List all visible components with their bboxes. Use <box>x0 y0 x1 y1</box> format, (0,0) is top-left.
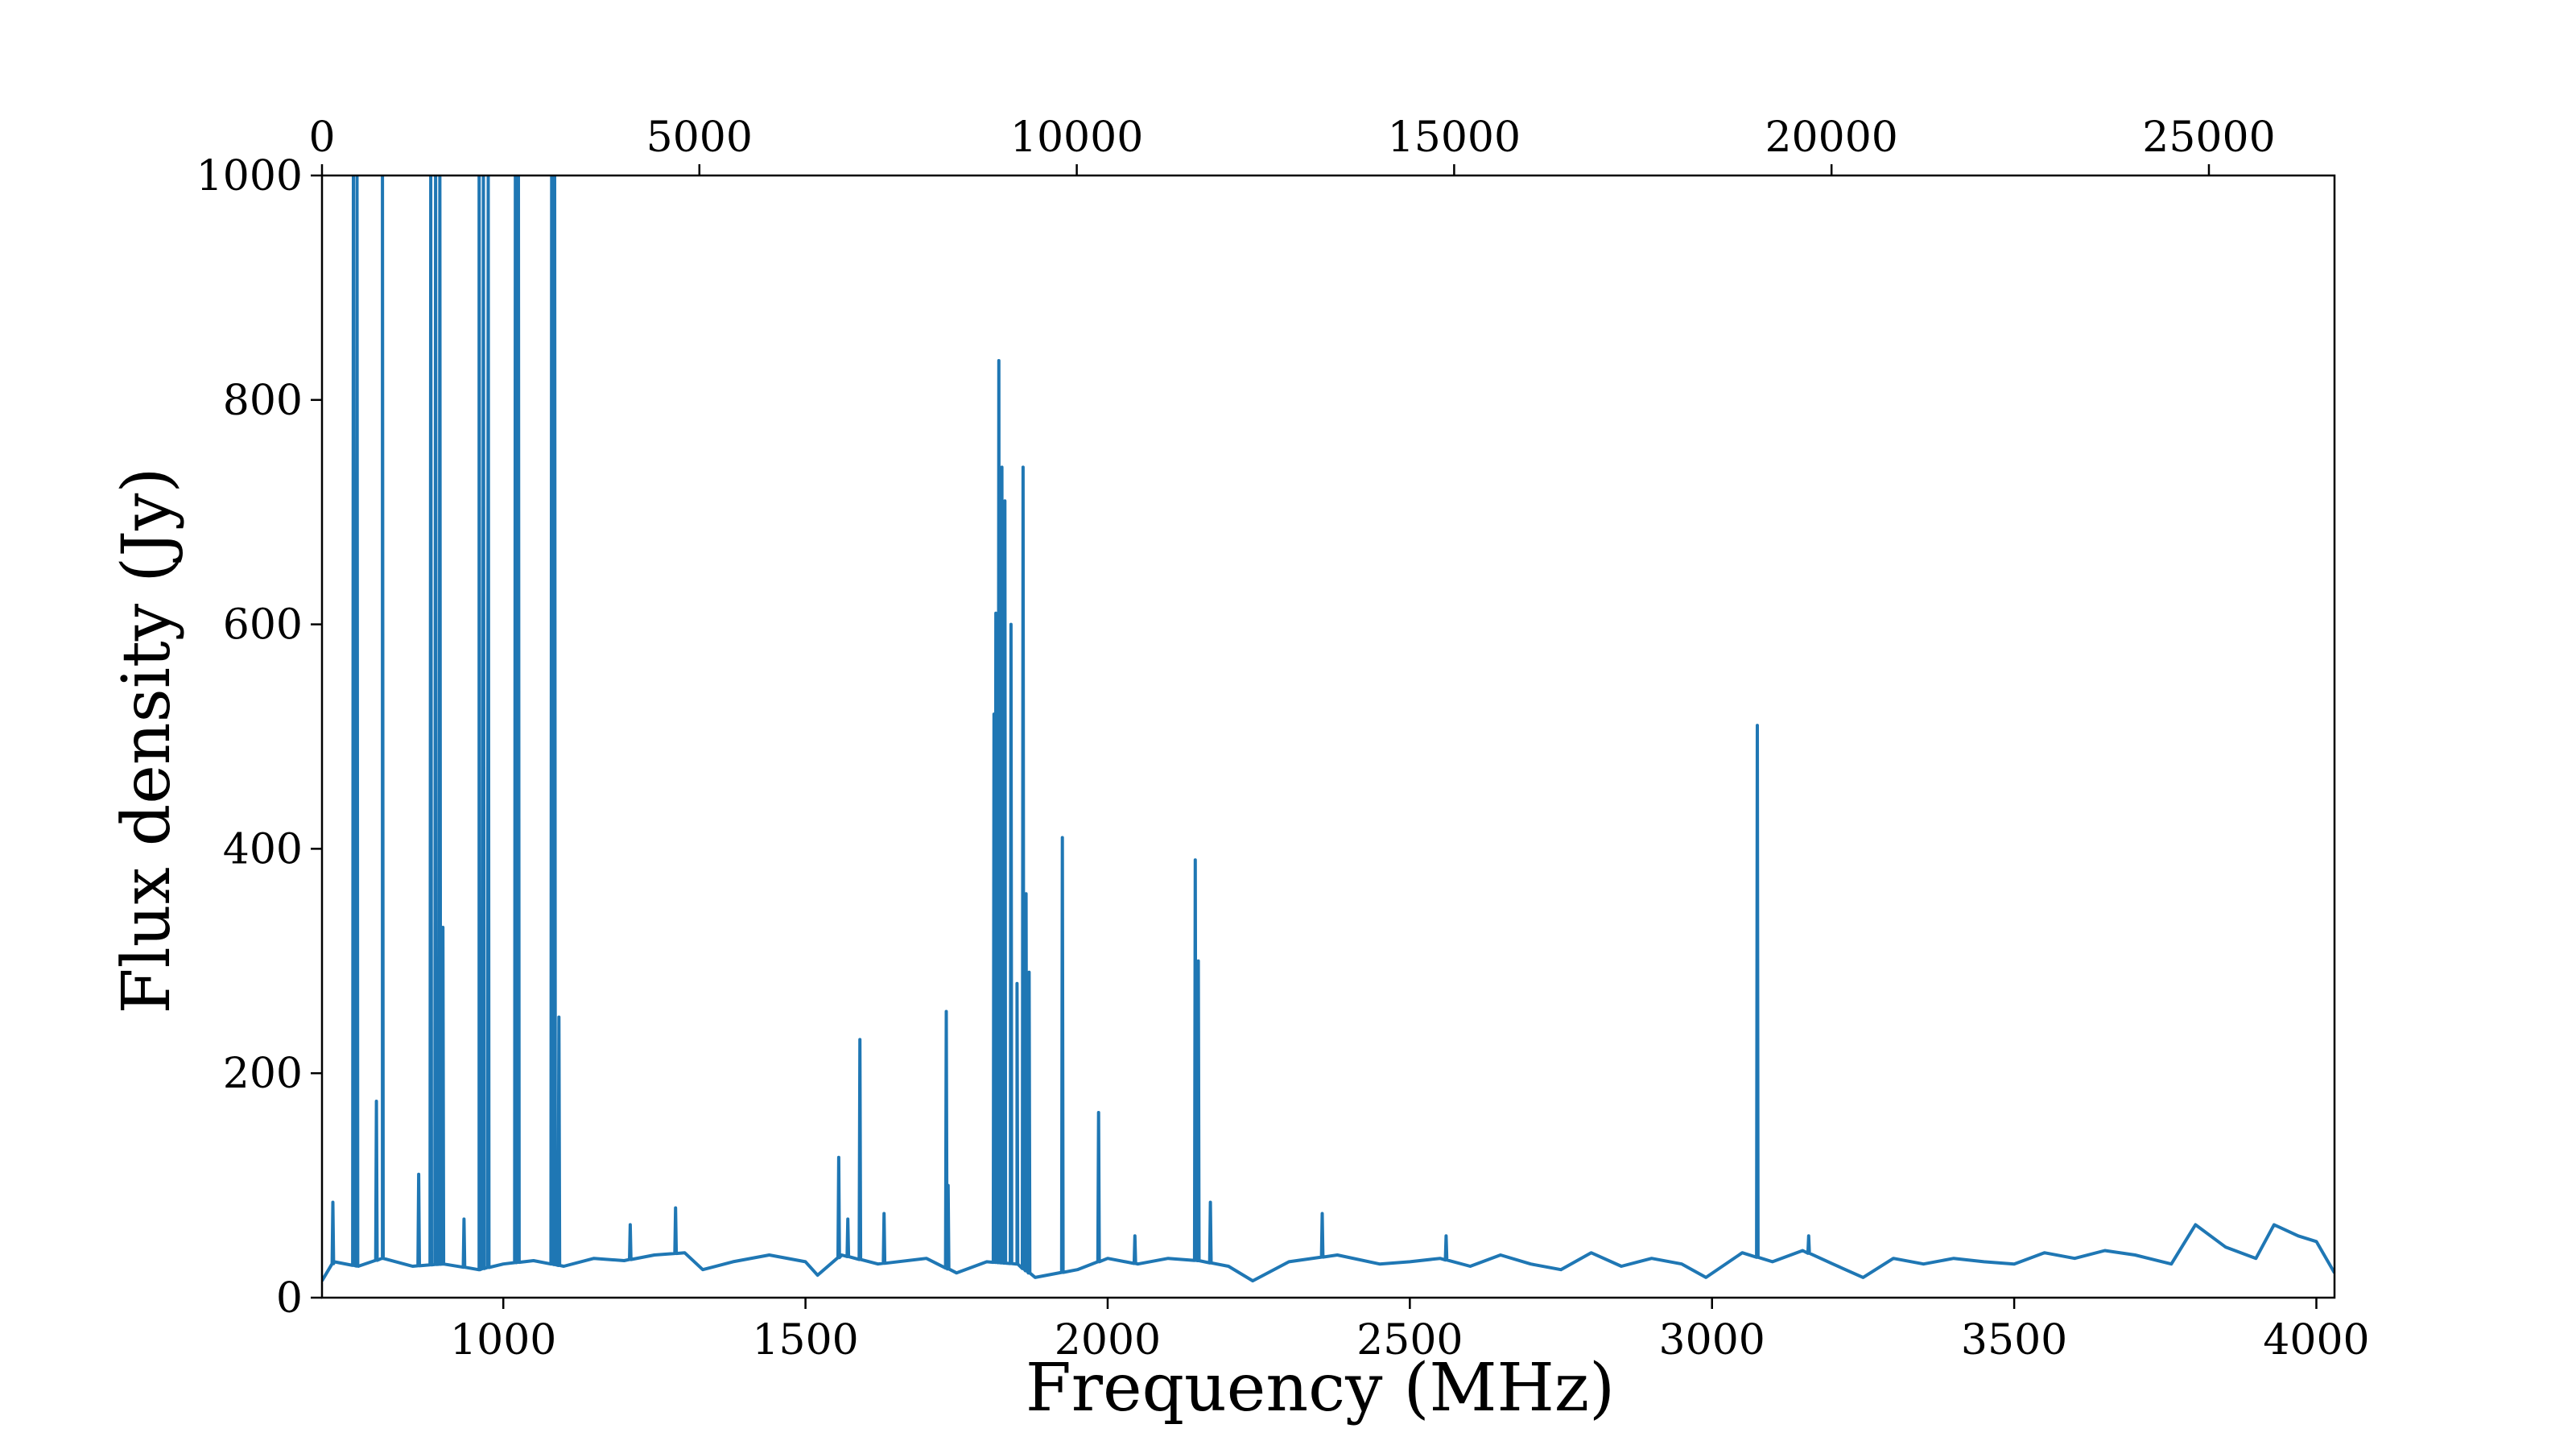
x-tick-label: 1500 <box>752 1316 858 1364</box>
plot-area <box>320 174 2336 1299</box>
y-tick-label: 1000 <box>196 152 303 200</box>
y-tick-label: 0 <box>276 1274 303 1323</box>
bottom-x-axis: 1000 1500 2000 2500 3000 3500 4000 <box>450 1298 2370 1364</box>
top-x-tick-label: 5000 <box>646 114 753 162</box>
y-tick-label: 400 <box>223 825 303 873</box>
top-x-tick-label: 15000 <box>1388 114 1521 162</box>
top-x-tick-label: 20000 <box>1765 114 1897 162</box>
flux-density-series-line <box>322 175 2334 1283</box>
y-tick-label: 200 <box>223 1050 303 1098</box>
y-tick-label: 600 <box>223 601 303 650</box>
x-tick-label: 2500 <box>1356 1316 1463 1364</box>
top-x-tick-label: 10000 <box>1010 114 1143 162</box>
top-x-tick-label: 25000 <box>2142 114 2275 162</box>
y-tick-label: 800 <box>223 377 303 425</box>
plot-frame <box>320 174 2336 1299</box>
x-tick-label: 3500 <box>1961 1316 2067 1364</box>
x-tick-label: 3000 <box>1659 1316 1765 1364</box>
y-axis-label: Flux density (Jy) <box>109 468 185 1014</box>
x-axis-label: Frequency (MHz) <box>1026 1350 1615 1426</box>
top-x-axis: 0 5000 10000 15000 20000 25000 <box>308 114 2276 175</box>
x-tick-label: 1000 <box>450 1316 556 1364</box>
top-x-tick-label: 0 <box>308 114 335 162</box>
x-tick-label: 4000 <box>2263 1316 2369 1364</box>
y-axis: 0 200 400 600 800 1000 <box>196 152 322 1323</box>
x-tick-label: 2000 <box>1055 1316 1161 1364</box>
